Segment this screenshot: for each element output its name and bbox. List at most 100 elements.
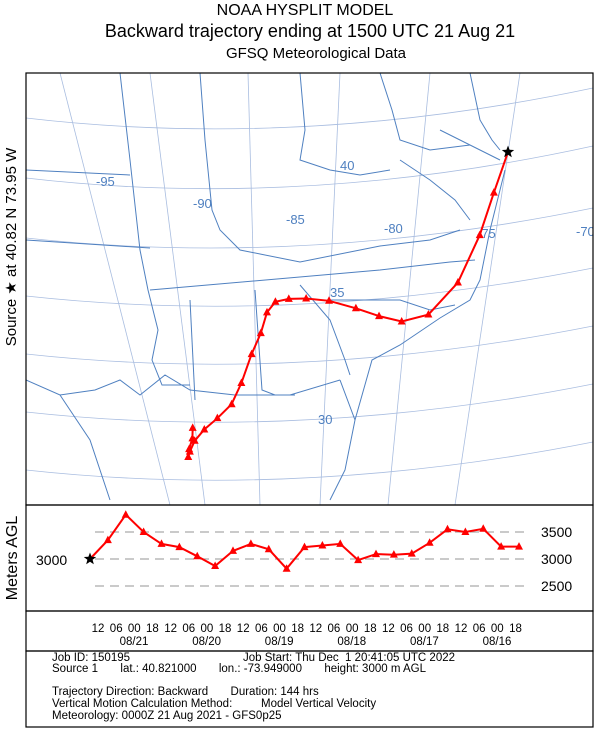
height-point-138h xyxy=(497,542,506,550)
height-point-84h xyxy=(336,539,345,547)
height-point-60h xyxy=(264,544,273,553)
job-id: Job ID: 150195 xyxy=(52,652,131,664)
height-ref-labels: 3500 3000 2500 xyxy=(541,524,572,594)
trajectory-point-108h xyxy=(200,425,209,433)
lon-label: -95 xyxy=(96,174,115,189)
trajectory-point-132h xyxy=(185,444,194,453)
trajectory-direction: Trajectory Direction: Backward Duration:… xyxy=(52,686,319,698)
trajectory-point-72h xyxy=(263,307,272,316)
source-height-star-icon xyxy=(83,552,97,565)
hour-tick-label: 06 xyxy=(255,623,268,635)
trajectory-point-60h xyxy=(284,294,293,302)
trajectory-point-66h xyxy=(271,297,280,305)
date-tick-label: 08/20 xyxy=(192,636,221,648)
meteorology: Meteorology: 0000Z 21 Aug 2021 - GFS0p25 xyxy=(52,710,282,722)
lon-label: -80 xyxy=(384,221,403,236)
height-point-48h xyxy=(229,546,237,554)
trajectory-point-18h xyxy=(453,278,462,286)
height-point-120h xyxy=(443,524,452,533)
height-point-30h xyxy=(175,542,184,551)
trajectory-point-78h xyxy=(256,328,265,337)
hour-tick-label: 00 xyxy=(346,623,359,635)
height-point-66h xyxy=(282,564,291,572)
trajectory-point-48h xyxy=(325,296,334,304)
source-height-label: 3000 xyxy=(36,552,67,568)
trajectory-point-36h xyxy=(375,311,384,320)
trajectory-point-90h xyxy=(237,378,246,386)
ref-label: 2500 xyxy=(541,578,572,594)
height-point-6h xyxy=(103,535,112,544)
trajectory-line xyxy=(187,151,509,458)
hour-tick-label: 12 xyxy=(237,623,250,635)
height-point-54h xyxy=(246,539,255,547)
hour-tick-label: 06 xyxy=(328,623,341,635)
date-tick-label: 08/19 xyxy=(265,636,294,648)
lat-label: 35 xyxy=(330,285,344,300)
hour-tick-label: 18 xyxy=(146,623,159,635)
date-tick-label: 08/17 xyxy=(410,636,439,648)
trajectory-point-24h xyxy=(424,310,433,318)
hour-tick-label: 12 xyxy=(92,623,105,635)
map-area: -95 -90 -85 -80 -75 -70 40 35 30 xyxy=(26,73,595,505)
lat-lon-grid xyxy=(26,73,593,505)
hour-tick-label: 18 xyxy=(219,623,232,635)
height-point-132h xyxy=(479,524,488,532)
hour-tick-label: 18 xyxy=(509,623,522,635)
trajectory-point-54h xyxy=(302,294,311,302)
hour-tick-label: 18 xyxy=(364,623,377,635)
source-side-label: Source ★ at 40.82 N 73.95 W xyxy=(3,147,20,346)
height-point-72h xyxy=(300,542,309,551)
lat-label: 40 xyxy=(340,158,354,173)
trajectory-point-6h xyxy=(489,188,498,196)
height-profile xyxy=(83,510,523,572)
source-details: Source 1 lat.: 40.821000 lon.: -73.94900… xyxy=(52,663,426,675)
height-point-42h xyxy=(211,561,220,570)
height-point-12h xyxy=(121,510,130,518)
height-point-24h xyxy=(157,539,166,547)
height-point-126h xyxy=(461,527,470,535)
height-point-114h xyxy=(425,538,434,546)
title-line-3: GFSQ Meteorological Data xyxy=(226,45,407,62)
lon-label: -70 xyxy=(576,224,595,239)
height-axis-label: Meters AGL xyxy=(4,516,21,601)
grid-labels: -95 -90 -85 -80 -75 -70 40 35 30 xyxy=(96,158,595,427)
hour-tick-label: 06 xyxy=(182,623,195,635)
trajectory-point-126h xyxy=(184,452,193,461)
trajectory-point-96h xyxy=(227,399,236,408)
height-point-36h xyxy=(193,551,202,560)
hour-tick-label: 00 xyxy=(201,623,214,635)
date-tick-label: 08/21 xyxy=(120,636,149,648)
date-tick-label: 08/18 xyxy=(337,636,366,648)
map-frame xyxy=(25,72,594,506)
height-point-78h xyxy=(318,541,327,549)
lon-label: -85 xyxy=(286,212,305,227)
hour-tick-label: 06 xyxy=(110,623,123,635)
height-ref-lines xyxy=(95,531,527,587)
hour-tick-label: 18 xyxy=(291,623,304,635)
trajectory-point-12h xyxy=(475,230,484,239)
trajectory-point-144h xyxy=(188,423,197,431)
hour-tick-labels: 12 06 00 18 12 06 00 18 12 06 00 18 12 06 00 18 12 06 00 18… xyxy=(92,623,522,635)
height-point-144h xyxy=(515,542,523,550)
hour-tick-label: 18 xyxy=(436,623,449,635)
height-point-96h xyxy=(372,549,380,558)
height-point-102h xyxy=(389,550,398,558)
chart-title: Backward trajectory ending at 1500 UTC 2… xyxy=(105,21,515,41)
source-star-icon xyxy=(501,145,515,158)
date-tick-labels: 08/21 08/20 08/19 08/18 08/17 08/16 xyxy=(120,636,512,648)
hour-tick-label: 12 xyxy=(309,623,322,635)
hour-tick-label: 00 xyxy=(491,623,504,635)
trajectory-point-84h xyxy=(247,349,256,358)
height-panel-frame xyxy=(25,504,594,612)
date-tick-label: 08/16 xyxy=(483,636,512,648)
trajectory-point-42h xyxy=(351,303,360,312)
hour-tick-label: 00 xyxy=(273,623,286,635)
height-point-108h xyxy=(407,549,416,557)
ref-label: 3000 xyxy=(541,551,572,567)
hour-tick-label: 00 xyxy=(418,623,431,635)
state-boundaries xyxy=(26,73,506,501)
trajectory-point-102h xyxy=(213,413,222,422)
hour-tick-label: 12 xyxy=(455,623,468,635)
hour-tick-label: 12 xyxy=(382,623,395,635)
